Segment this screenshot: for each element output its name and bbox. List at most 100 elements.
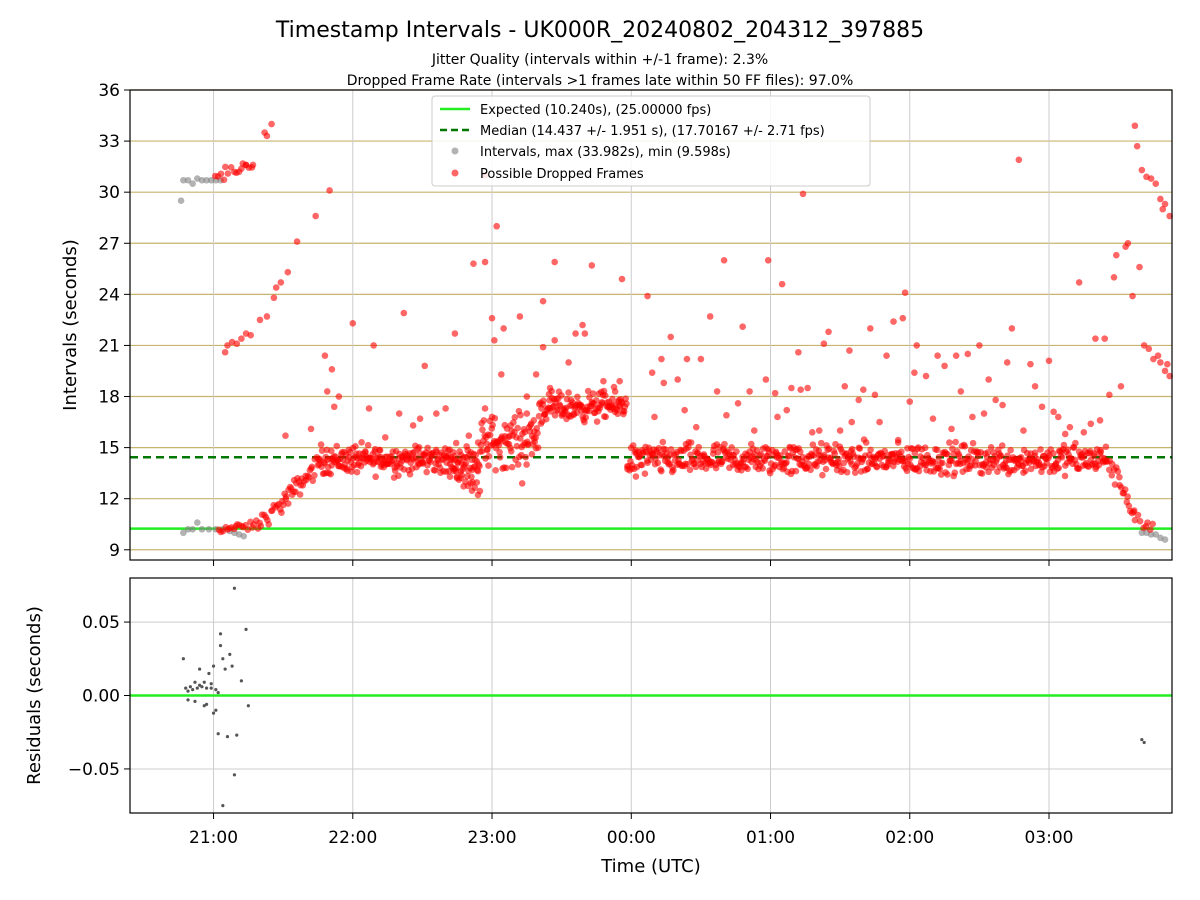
dropped-frame-point <box>1140 342 1148 349</box>
legend-intervals-swatch <box>451 147 459 155</box>
dropped-frame-point <box>720 256 728 264</box>
dropped-frame-point <box>984 449 992 456</box>
dropped-frame-point <box>835 455 842 463</box>
dropped-frame-point <box>1064 446 1072 454</box>
dropped-frame-point <box>843 468 851 476</box>
dropped-frame-point <box>551 258 558 266</box>
dropped-frame-point <box>931 458 939 466</box>
legend: Expected (10.240s), (25.00000 fps) Media… <box>431 95 871 187</box>
dropped-frame-point <box>257 522 265 530</box>
dropped-frame-point <box>235 168 243 176</box>
dropped-frame-point <box>277 279 285 286</box>
dropped-frame-point <box>764 256 772 264</box>
interval-point <box>207 176 215 184</box>
intervals-y-ticks: 9 12 15 18 21 24 27 30 33 36 <box>98 81 130 561</box>
dropped-frame-point <box>473 479 481 486</box>
dropped-frame-point <box>659 438 667 446</box>
dropped-frame-point <box>352 443 359 450</box>
dropped-frame-point <box>777 452 784 459</box>
dropped-frame-point <box>1058 453 1066 461</box>
dropped-frame-point <box>1152 180 1160 187</box>
dropped-frame-point <box>757 450 765 458</box>
dropped-frame-point <box>486 431 494 439</box>
interval-point <box>198 176 206 184</box>
dropped-frame-point <box>692 463 700 471</box>
dropped-frame-point <box>421 362 429 370</box>
dropped-frame-point <box>796 448 804 456</box>
dropped-frame-point <box>307 425 315 433</box>
dropped-frame-point <box>783 459 790 466</box>
dropped-frame-point <box>558 392 565 399</box>
legend-dropped-swatch <box>451 169 459 177</box>
dropped-frame-point <box>376 446 384 454</box>
residuals-y-ticks: −0.05 0.00 0.05 <box>68 613 130 780</box>
dropped-frame-point <box>1124 239 1132 247</box>
dropped-frame-point <box>697 355 705 363</box>
dropped-frame-point <box>1149 520 1157 528</box>
dropped-frame-point <box>284 268 292 276</box>
residual-point <box>221 804 225 808</box>
dropped-frame-point <box>542 415 550 423</box>
interval-point <box>240 532 248 540</box>
dropped-frame-point <box>484 446 491 453</box>
residual-point <box>207 671 211 676</box>
x-tick-label: 03:00 <box>1025 828 1074 848</box>
legend-dropped-label: Possible Dropped Frames <box>480 167 644 182</box>
dropped-frame-point <box>686 466 694 474</box>
dropped-frame-point <box>961 443 969 450</box>
dropped-frame-point <box>465 432 473 439</box>
dropped-frame-point <box>936 465 944 473</box>
dropped-frame-point <box>832 440 839 448</box>
interval-point <box>198 526 206 533</box>
interval-point <box>205 526 213 533</box>
dropped-frame-point <box>444 452 452 460</box>
dropped-frame-point <box>713 388 721 395</box>
dropped-frame-point <box>985 468 992 476</box>
dropped-frame-point <box>395 410 403 417</box>
dropped-frame-point <box>1075 279 1083 286</box>
residual-point <box>232 586 237 590</box>
dropped-frame-point <box>309 477 317 485</box>
dropped-frame-point <box>1097 448 1105 456</box>
dropped-frame-point <box>841 383 849 390</box>
dropped-frame-point <box>546 384 554 392</box>
residual-point <box>193 699 197 703</box>
dropped-frame-point <box>1092 335 1099 342</box>
dropped-frame-point <box>1061 430 1069 438</box>
dropped-frame-point <box>1157 195 1164 203</box>
dropped-frame-point <box>589 390 597 397</box>
dropped-frame-point <box>771 389 779 397</box>
dropped-frame-point <box>1007 446 1014 454</box>
dropped-frame-point <box>498 371 505 378</box>
residual-point <box>214 708 218 712</box>
dropped-frame-point <box>899 314 907 322</box>
dropped-frame-point <box>442 468 450 476</box>
dropped-frame-point <box>602 413 609 421</box>
dropped-frame-point <box>629 442 637 449</box>
residual-point <box>195 686 199 690</box>
dropped-frame-point <box>268 120 275 128</box>
dropped-frame-point <box>948 425 955 433</box>
dropped-frame-point <box>530 417 538 424</box>
dropped-frame-point <box>921 444 929 452</box>
dropped-frame-point <box>452 439 460 447</box>
dropped-frame-point <box>978 470 986 477</box>
dropped-frame-point <box>616 377 623 385</box>
dropped-frame-point <box>1008 325 1016 332</box>
dropped-frame-point <box>1087 420 1095 428</box>
dropped-frame-point <box>825 445 833 452</box>
dropped-frame-point <box>913 342 921 349</box>
dropped-frame-point <box>871 391 879 399</box>
dropped-frame-point <box>272 284 280 291</box>
dropped-frame-point <box>518 480 526 487</box>
intervals-y-tick-label: 12 <box>98 490 120 510</box>
dropped-frame-point <box>1157 359 1164 366</box>
dropped-frame-point <box>565 359 572 366</box>
dropped-frame-point <box>1138 166 1146 174</box>
dropped-frame-point <box>799 190 807 198</box>
dropped-frame-point <box>593 418 601 425</box>
dropped-frame-point <box>423 468 430 476</box>
dropped-frame-point <box>1045 357 1053 365</box>
dropped-frame-point <box>792 467 800 475</box>
